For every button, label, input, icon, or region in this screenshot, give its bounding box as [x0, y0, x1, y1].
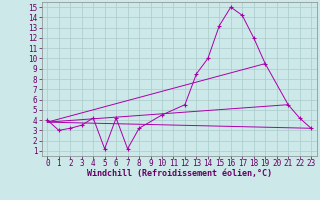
X-axis label: Windchill (Refroidissement éolien,°C): Windchill (Refroidissement éolien,°C) [87, 169, 272, 178]
